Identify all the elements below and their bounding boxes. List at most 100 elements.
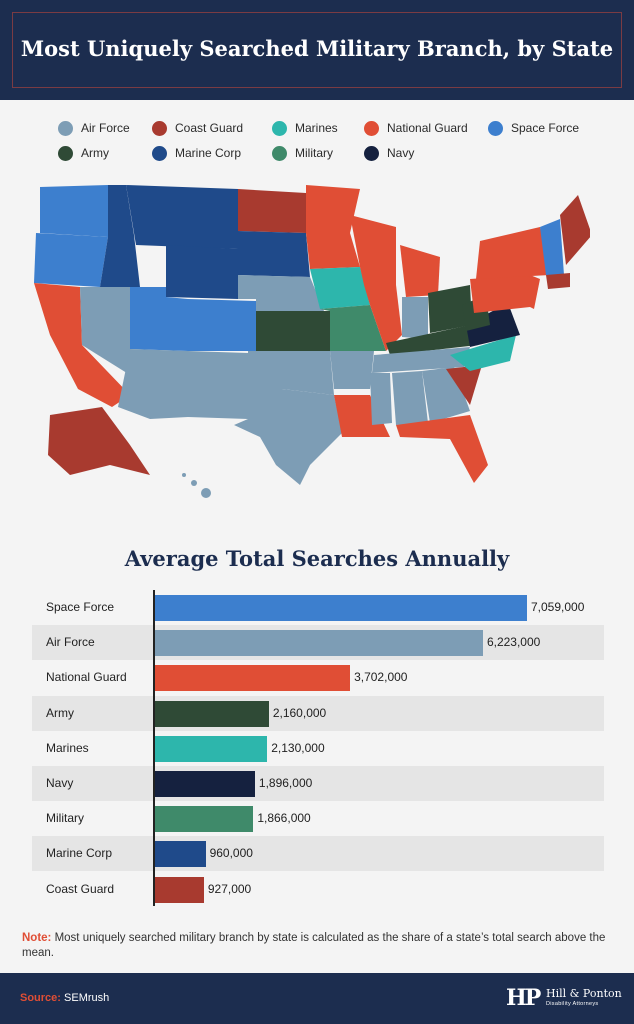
footer: Source: SEMrush HP Hill & Ponton Disabil…: [0, 973, 634, 1024]
note-text: Most uniquely searched military branch b…: [22, 932, 606, 959]
legend-swatch: [152, 120, 167, 136]
chart-row: Marine Corp 960,000: [32, 836, 604, 872]
bar: [155, 665, 351, 692]
category-label: Air Force: [46, 635, 95, 650]
chart-axis-line: [153, 590, 155, 906]
legend-swatch: [272, 120, 287, 136]
state-alabama: [392, 371, 428, 425]
state-idaho: [100, 185, 140, 287]
state-montana: [126, 185, 238, 249]
legend-label: Military: [295, 146, 333, 160]
chart-row: Air Force 6,223,000: [32, 625, 604, 661]
bar: [155, 806, 254, 833]
state-nevada: [80, 287, 130, 375]
bar: [155, 630, 483, 657]
category-label: Navy: [46, 776, 74, 790]
logo-name: Hill & Ponton: [546, 987, 622, 1000]
bar-value-label: 1,896,000: [258, 776, 313, 790]
state-texas: [234, 359, 342, 485]
state-michigan: [400, 245, 440, 297]
state-north-dakota: [238, 189, 306, 233]
state-kentucky: [386, 325, 478, 355]
bar: [155, 595, 527, 621]
state-colorado: [188, 299, 256, 351]
state-maine: [560, 195, 590, 265]
state-oregon: [34, 233, 108, 287]
state-missouri: [320, 305, 386, 351]
state-massachusetts: [546, 273, 570, 289]
legend-swatch: [152, 145, 167, 161]
state-alaska: [48, 407, 150, 475]
category-label: Coast Guard: [46, 881, 115, 896]
state-oklahoma: [248, 351, 334, 395]
source-label: Source:: [20, 992, 61, 1004]
bar-value-label: 2,160,000: [272, 705, 327, 720]
chart-row: Army 2,160,000: [32, 695, 604, 731]
category-label: Military: [46, 811, 84, 826]
legend-label: Navy: [387, 146, 415, 160]
legend-label: Marine Corp: [175, 146, 242, 160]
legend-label: Air Force: [81, 121, 130, 135]
state-pennsylvania: [470, 275, 530, 313]
legend-swatch: [58, 120, 73, 136]
state-wyoming: [166, 245, 238, 299]
chart-row: Marines 2,130,000: [32, 731, 604, 766]
bar: [155, 771, 255, 797]
state-indiana: [402, 297, 428, 339]
source: Source: SEMrush: [20, 992, 109, 1004]
legend-swatch: [364, 145, 379, 161]
state-washington: [40, 185, 108, 237]
legend-item: Marine Corp: [152, 143, 241, 163]
state-louisiana: [334, 395, 390, 437]
bar-chart: Space Force 7,059,000 Air Force 6,223,000 Na…: [32, 590, 604, 908]
chart-row: Military 1,866,000: [32, 801, 604, 836]
state-north-carolina: [450, 335, 516, 371]
state-nebraska: [238, 275, 324, 311]
source-text: SEMrush: [60, 992, 110, 1004]
category-label: National Guard: [46, 670, 127, 685]
chart-row: Coast Guard 927,000: [32, 872, 604, 907]
legend-item: Marines: [272, 118, 338, 138]
legend-label: Marines: [295, 121, 338, 135]
legend-item: Navy: [364, 143, 414, 163]
state-illinois: [364, 285, 402, 351]
legend-label: Space Force: [511, 121, 580, 135]
state-south-carolina: [446, 365, 482, 405]
state-minnesota: [306, 185, 360, 269]
bar: [155, 700, 269, 727]
legend-swatch: [364, 120, 379, 136]
chart-row: Space Force 7,059,000: [32, 590, 604, 625]
bar-value-label: 1,866,000: [257, 811, 311, 826]
category-label: Space Force: [46, 600, 115, 614]
bar: [155, 876, 204, 903]
category-label: Army: [46, 705, 74, 720]
bar-value-label: 960,000: [209, 846, 253, 861]
category-label: Marine Corp: [46, 846, 113, 861]
category-label: Marines: [46, 740, 89, 755]
legend-item: Air Force: [58, 118, 130, 138]
state-virginia: [466, 303, 520, 347]
us-state-map: [34, 185, 590, 498]
state-wisconsin: [350, 215, 396, 285]
legend-item: Space Force: [488, 118, 579, 138]
bar-value-label: 3,702,000: [354, 670, 408, 685]
chart-title: Average Total Searches Annually: [124, 546, 510, 571]
legend-swatch: [272, 145, 287, 161]
page-title: Most Uniquely Searched Military Branch, …: [20, 36, 614, 61]
state-arizona: [118, 349, 188, 419]
state-kansas: [256, 311, 330, 351]
state-iowa: [310, 267, 370, 309]
state-florida: [396, 415, 488, 483]
bar: [155, 735, 268, 762]
bar-value-label: 2,130,000: [271, 740, 325, 755]
state-new-york: [476, 227, 550, 279]
legend-item: National Guard: [364, 118, 468, 138]
bar-value-label: 927,000: [207, 881, 252, 896]
legend-label: Coast Guard: [175, 121, 244, 135]
state-arkansas: [330, 351, 374, 389]
bar: [155, 841, 206, 868]
state-ohio: [428, 285, 472, 333]
logo-mark: HP: [506, 985, 541, 1011]
state-mississippi: [370, 373, 392, 425]
legend-label: Army: [81, 146, 109, 160]
